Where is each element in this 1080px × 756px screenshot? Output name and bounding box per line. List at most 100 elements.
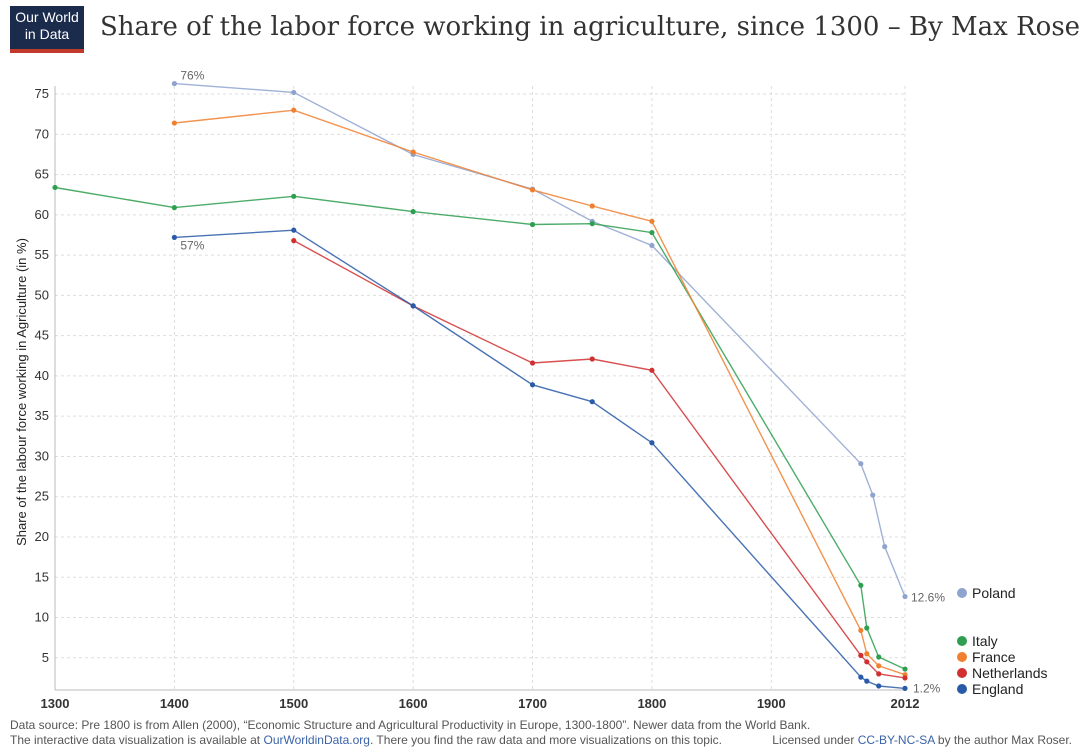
data-point-england [529,382,536,388]
x-tick-label: 1400 [160,696,189,711]
legend-swatch-france [957,652,967,662]
data-point-england [858,674,864,680]
annotation-layer: 76% 57% 12.6% 1.2% [180,69,945,696]
data-point-italy [52,184,58,191]
legend-swatch-england [957,684,967,694]
data-point-netherlands [864,659,870,665]
series-line-england [174,229,906,690]
legend-label-italy: Italy [972,633,998,649]
y-tick-label: 5 [42,650,49,665]
y-tick-label: 10 [35,610,49,625]
license-note: Licensed under CC-BY-NC-SA by the author… [772,733,1072,748]
series-line-italy [54,186,906,670]
data-point-italy [529,221,536,228]
y-tick-label: 40 [35,368,49,383]
owid-link[interactable]: OurWorldinData.org [263,733,370,747]
x-tick-label: 1500 [279,696,308,711]
data-point-netherlands [291,238,297,244]
license-link[interactable]: CC-BY-NC-SA [857,733,935,747]
y-tick-label: 15 [35,569,49,584]
y-tick-label: 35 [35,408,49,423]
annotation-label: 12.6% [911,591,945,605]
y-tick-label: 30 [35,448,49,463]
data-point-france [589,203,595,209]
data-point-england [291,227,297,233]
data-point-france [529,187,536,193]
legend-label-poland: Poland [972,585,1016,601]
license-suffix: by the author Max Roser. [934,733,1072,747]
data-point-italy [410,209,416,215]
data-point-england [589,399,595,405]
data-point-italy [902,666,908,672]
legend-swatch-poland [957,588,967,598]
data-point-italy [858,582,864,588]
footer: Data source: Pre 1800 is from Allen (200… [10,718,1072,748]
data-point-netherlands [902,675,908,681]
data-point-netherlands [589,356,595,362]
source-note: Data source: Pre 1800 is from Allen (200… [10,718,811,732]
data-point-france [171,120,177,126]
y-tick-label: 20 [35,529,49,544]
data-point-france [291,107,297,113]
interactive-note: The interactive data visualization is av… [10,733,1072,748]
y-tick-label: 60 [35,207,49,222]
data-point-italy [291,193,297,199]
data-point-france [876,663,882,669]
logo-line-2: in Data [24,26,70,42]
legend-label-france: France [972,649,1016,665]
annotation-label: 1.2% [913,681,941,695]
chart-title: Share of the labor force working in agri… [100,12,1080,42]
logo-line-1: Our World [15,9,79,25]
series-line-poland [174,82,906,597]
y-axis-label: Share of the labour force working in Agr… [14,238,29,546]
data-point-france [649,218,655,224]
license-prefix: Licensed under [772,733,858,747]
interactive-suffix: . There you find the raw data and more v… [369,733,722,747]
data-point-poland [902,593,908,600]
data-point-france [858,627,864,634]
data-point-netherlands [649,367,655,373]
data-point-netherlands [858,652,864,658]
y-tick-label: 45 [35,328,49,343]
data-point-poland [882,544,888,550]
x-tick-label: 1300 [41,696,70,711]
data-point-poland [649,242,655,249]
legend-label-england: England [972,681,1023,697]
data-point-france [410,149,416,155]
data-point-italy [649,229,655,236]
data-point-england [410,303,416,309]
y-tick-label: 75 [35,86,49,101]
annotation-label: 57% [180,238,204,252]
series-line-netherlands [293,239,906,679]
data-point-england [864,678,870,684]
x-tick-label: 1700 [518,696,547,711]
line-chart: 5 10 15 20 25 30 35 40 45 50 55 60 65 70 75 1300 1400 150… [14,69,1048,711]
legend-swatch-italy [957,636,967,646]
series-line-france [174,109,906,676]
data-point-poland [291,89,297,96]
legend-swatch-netherlands [957,668,967,678]
y-tick-label: 55 [35,247,49,262]
x-tick-label: 1900 [757,696,786,711]
x-tick-label: 1800 [637,696,666,711]
data-point-england [649,440,655,446]
data-point-netherlands [876,671,882,677]
data-point-poland [171,80,177,87]
data-point-italy [171,205,177,211]
data-point-england [876,683,882,689]
owid-logo: Our World in Data [10,6,84,53]
data-point-poland [870,492,876,498]
legend-label-netherlands: Netherlands [972,665,1048,681]
series-layer [52,80,908,691]
data-point-france [864,651,870,657]
y-tick-label: 25 [35,489,49,504]
data-point-italy [864,625,870,631]
data-point-england [171,234,177,241]
data-point-england [902,685,908,691]
y-tick-label: 70 [35,126,49,141]
annotation-label: 76% [180,69,204,83]
data-point-italy [589,221,595,227]
data-point-poland [858,461,864,467]
y-tick-label: 65 [35,167,49,182]
